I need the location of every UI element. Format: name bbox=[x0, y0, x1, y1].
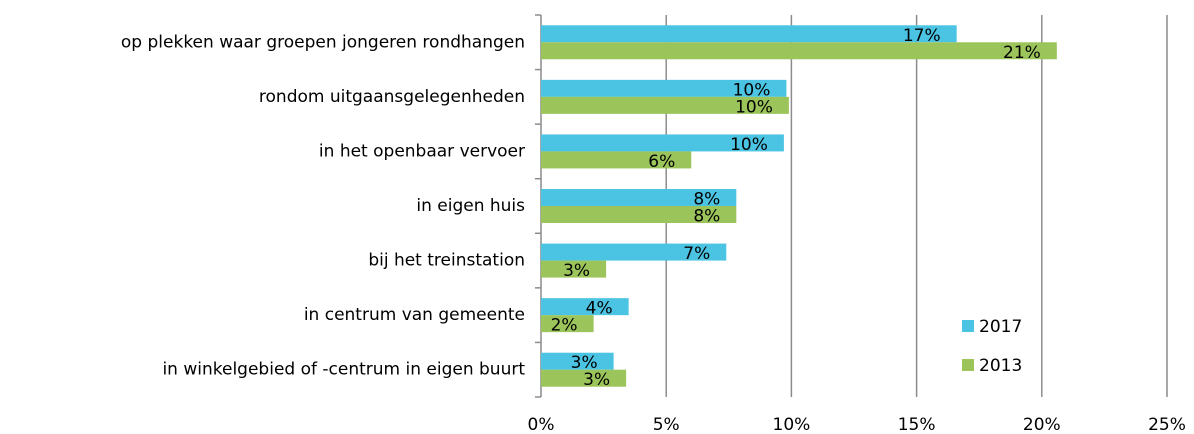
category-label: in centrum van gemeente bbox=[304, 305, 525, 325]
value-label: 2% bbox=[551, 316, 578, 336]
x-tick-label: 0% bbox=[528, 415, 555, 434]
legend-swatch bbox=[962, 359, 974, 371]
bar bbox=[541, 206, 737, 223]
bar bbox=[541, 260, 607, 278]
bar bbox=[541, 298, 629, 316]
value-label: 10% bbox=[733, 80, 771, 100]
value-label: 3% bbox=[583, 370, 610, 390]
legend-label: 2017 bbox=[979, 317, 1022, 337]
x-tick-label: 20% bbox=[1023, 415, 1061, 434]
value-label: 3% bbox=[571, 353, 598, 373]
value-label: 6% bbox=[648, 152, 675, 172]
value-label: 17% bbox=[903, 26, 941, 46]
category-label: op plekken waar groepen jongeren rondhan… bbox=[121, 32, 525, 52]
bar bbox=[541, 352, 614, 370]
bar bbox=[541, 315, 594, 333]
category-label: in eigen huis bbox=[416, 196, 525, 216]
bar bbox=[541, 25, 957, 43]
legend-label: 2013 bbox=[979, 356, 1022, 376]
bar bbox=[541, 189, 737, 206]
x-tick-label: 5% bbox=[653, 415, 680, 434]
bar bbox=[541, 96, 789, 114]
value-label: 8% bbox=[693, 190, 720, 210]
x-tick-label: 25% bbox=[1148, 415, 1186, 434]
bar bbox=[541, 134, 784, 152]
bar bbox=[541, 243, 727, 261]
x-tick-label: 15% bbox=[898, 415, 936, 434]
value-label: 21% bbox=[1003, 43, 1041, 63]
value-label: 7% bbox=[683, 244, 710, 264]
x-tick-label: 10% bbox=[773, 415, 811, 434]
bar bbox=[541, 151, 692, 169]
bar bbox=[541, 79, 787, 97]
legend-swatch bbox=[962, 320, 974, 332]
value-label: 10% bbox=[730, 135, 768, 155]
bar bbox=[541, 42, 1057, 60]
category-label: in winkelgebied of -centrum in eigen buu… bbox=[162, 360, 525, 380]
category-label: in het openbaar vervoer bbox=[319, 141, 525, 161]
value-label: 8% bbox=[693, 207, 720, 227]
bar bbox=[541, 369, 627, 387]
category-label: rondom uitgaansgelegenheden bbox=[259, 87, 525, 107]
value-label: 4% bbox=[586, 299, 613, 319]
value-label: 3% bbox=[563, 261, 590, 281]
category-label: bij het treinstation bbox=[368, 251, 525, 271]
value-label: 10% bbox=[735, 97, 773, 117]
